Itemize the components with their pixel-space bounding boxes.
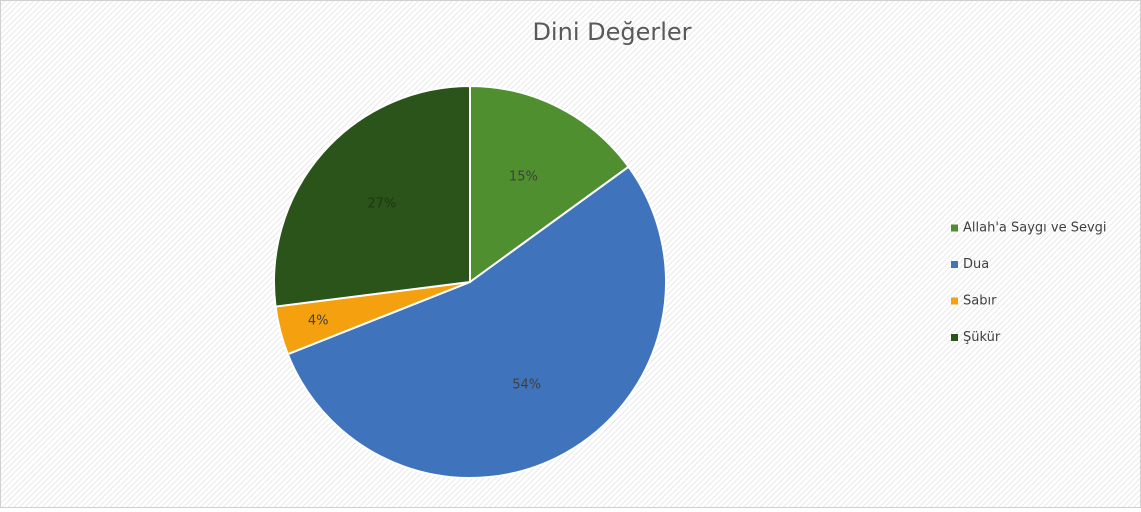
- legend-swatch: [951, 224, 958, 232]
- legend-label: Şükür: [963, 330, 1001, 345]
- data-label: 4%: [308, 313, 329, 328]
- legend-swatch: [951, 261, 958, 268]
- legend-label: Allah'a Saygı ve Sevgi: [963, 221, 1107, 236]
- data-label: 15%: [509, 170, 538, 185]
- legend-swatch: [951, 297, 958, 305]
- data-label: 54%: [512, 378, 541, 393]
- data-label: 27%: [367, 197, 396, 212]
- legend-label: Dua: [963, 257, 989, 272]
- pie-slice: [286, 165, 667, 479]
- legend-label: Sabır: [963, 294, 997, 309]
- pie-slice: [469, 84, 630, 284]
- pie-slice: [273, 84, 471, 308]
- legend-swatch: [951, 334, 958, 341]
- chart-title: Dini Değerler: [532, 18, 691, 46]
